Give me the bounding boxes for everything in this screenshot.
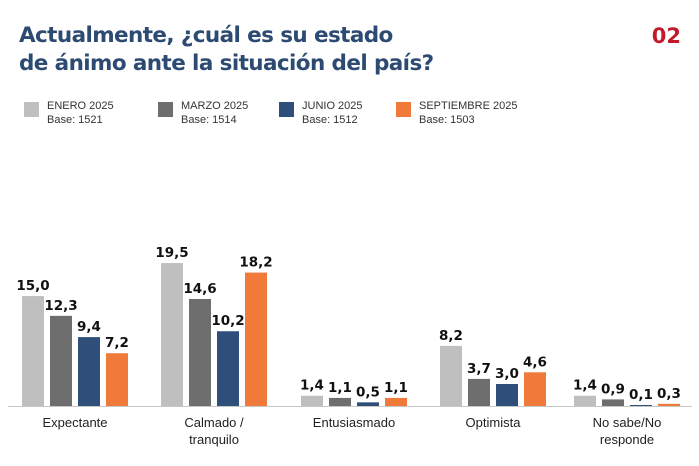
category-label-entusiasmado: Entusiasmado	[313, 415, 395, 430]
bar-group-entusiasmado: 1,4 1,1 0,5 1,1	[300, 378, 408, 406]
legend-base-enero: Base: 1521	[47, 114, 103, 126]
data-label-expectante-enero-2025: 15,0	[16, 278, 49, 294]
bar-no-sabe-no-responde-enero-2025	[574, 395, 596, 406]
category-label-no-sabe-no-responde: No sabe/No responde	[593, 415, 662, 447]
data-label-entusiasmado-enero-2025: 1,4	[300, 378, 324, 394]
category-label-expectante: Expectante	[42, 415, 107, 430]
legend-base-marzo: Base: 1514	[181, 114, 237, 126]
legend-label-junio: JUNIO 2025	[302, 100, 363, 112]
chart-title-line-1: Actualmente, ¿cuál es su estado	[19, 23, 393, 48]
bar-expectante-septiembre-2025	[106, 353, 128, 406]
bar-group-optimista: 8,2 3,7 3,04,6	[439, 328, 547, 406]
bar-entusiasmado-marzo-2025	[329, 397, 351, 406]
bar-expectante-marzo-2025	[50, 315, 72, 406]
bar-no-sabe-no-responde-septiembre-2025	[658, 403, 680, 406]
data-label-expectante-marzo-2025: 12,3	[44, 298, 77, 314]
page-number: 02	[651, 24, 681, 48]
data-label-optimista-marzo-2025: 3,7	[467, 361, 491, 377]
data-label-no-sabe-no-responde-enero-2025: 1,4	[573, 378, 597, 394]
data-label-expectante-junio-2025: 9,4	[77, 319, 101, 335]
data-label-calmado-tranquilo-junio-2025: 10,2	[211, 313, 244, 329]
bar-no-sabe-no-responde-marzo-2025	[602, 399, 624, 406]
legend-label-enero: ENERO 2025	[47, 100, 114, 112]
legend-swatch-septiembre	[396, 102, 411, 117]
data-label-entusiasmado-septiembre-2025: 1,1	[384, 380, 408, 396]
bar-expectante-enero-2025	[22, 296, 44, 406]
category-label-calmado-tranquilo: Calmado / tranquilo	[184, 415, 244, 447]
legend-base-septiembre: Base: 1503	[419, 114, 475, 126]
bar-entusiasmado-junio-2025	[357, 402, 379, 406]
data-label-optimista-enero-2025: 8,2	[439, 328, 463, 344]
bar-optimista-marzo-2025	[468, 378, 490, 406]
bar-entusiasmado-enero-2025	[301, 395, 323, 406]
data-label-entusiasmado-junio-2025: 0,5	[356, 384, 380, 400]
data-label-calmado-tranquilo-septiembre-2025: 18,2	[239, 255, 272, 271]
bar-optimista-junio-2025	[496, 384, 518, 406]
bar-expectante-junio-2025	[78, 337, 100, 406]
bar-calmado-tranquilo-enero-2025	[161, 263, 183, 406]
legend-swatch-marzo	[158, 102, 173, 117]
data-label-no-sabe-no-responde-junio-2025: 0,1	[629, 387, 653, 403]
bar-calmado-tranquilo-septiembre-2025	[245, 272, 267, 406]
chart-title: Actualmente, ¿cuál es su estado de ánimo…	[19, 22, 434, 78]
chart-title-line-2: de ánimo ante la situación del país?	[19, 51, 434, 76]
data-label-calmado-tranquilo-enero-2025: 19,5	[155, 245, 188, 261]
data-label-optimista-junio-2025: 3,0	[495, 366, 519, 382]
bar-group-calmado-tranquilo: 19,5 14,6 10,2 18,2	[155, 245, 273, 406]
legend: ENERO 2025 Base: 1521 MARZO 2025 Base: 1…	[0, 100, 699, 136]
bar-optimista-septiembre-2025	[524, 372, 546, 406]
bar-no-sabe-no-responde-junio-2025	[630, 405, 652, 406]
bar-optimista-enero-2025	[440, 345, 462, 406]
data-label-optimista-septiembre-2025: 4,6	[523, 354, 547, 370]
legend-label-marzo: MARZO 2025	[181, 100, 249, 112]
data-label-entusiasmado-marzo-2025: 1,1	[328, 380, 352, 396]
legend-label-septiembre: SEPTIEMBRE 2025	[419, 100, 518, 112]
bar-group-no-sabe-no-responde: 1,4 0,9 0,1 0,3	[573, 378, 681, 406]
data-label-no-sabe-no-responde-septiembre-2025: 0,3	[657, 386, 681, 402]
bar-group-expectante: 15,0 12,39,47,2	[16, 278, 129, 406]
data-label-no-sabe-no-responde-marzo-2025: 0,9	[601, 381, 625, 397]
data-label-expectante-septiembre-2025: 7,2	[105, 335, 129, 351]
category-label-optimista: Optimista	[466, 415, 522, 430]
bar-entusiasmado-septiembre-2025	[385, 397, 407, 406]
legend-swatch-enero	[24, 102, 39, 117]
bar-calmado-tranquilo-junio-2025	[217, 331, 239, 406]
legend-swatch-junio	[279, 102, 294, 117]
legend-base-junio: Base: 1512	[302, 114, 358, 126]
bar-calmado-tranquilo-marzo-2025	[189, 298, 211, 406]
data-label-calmado-tranquilo-marzo-2025: 14,6	[183, 281, 216, 297]
